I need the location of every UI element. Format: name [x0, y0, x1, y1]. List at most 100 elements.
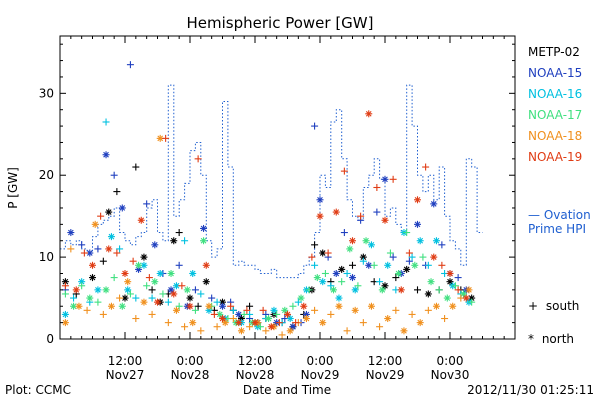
ovation-legend-line2: Prime HPI [528, 222, 586, 236]
point-noaa-18-34 [335, 302, 343, 310]
point-noaa-15-40 [389, 253, 397, 261]
x-tick-date: Nov30 [431, 368, 470, 382]
point-noaa-17-50 [468, 298, 476, 306]
point-noaa-16-9 [132, 294, 140, 302]
point-noaa-17-4 [94, 298, 102, 306]
point-noaa-18-11 [148, 310, 156, 318]
point-noaa-17-37 [362, 237, 370, 245]
point-noaa-18-17 [197, 327, 205, 335]
point-metp-02-33 [349, 261, 356, 269]
point-metp-02-15 [194, 302, 202, 310]
point-metp-02-39 [414, 286, 421, 294]
point-noaa-19-0 [61, 282, 69, 290]
point-noaa-18-43 [408, 310, 416, 318]
point-noaa-17-14 [175, 302, 183, 310]
point-noaa-19-42 [405, 249, 413, 257]
point-noaa-16-26 [270, 306, 278, 314]
point-noaa-17-48 [451, 282, 459, 290]
point-noaa-19-43 [414, 196, 421, 204]
point-noaa-17-12 [159, 290, 167, 298]
point-noaa-16-14 [172, 282, 180, 290]
point-noaa-17-27 [281, 306, 289, 314]
point-noaa-19-33 [332, 208, 340, 216]
point-noaa-18-22 [237, 327, 245, 335]
x-tick-time: 12:00 [108, 354, 143, 368]
y-axis: 0 10 20 30 [39, 43, 515, 346]
point-noaa-19-15 [186, 302, 194, 310]
point-noaa-15-16 [191, 286, 199, 294]
point-metp-02-3 [99, 257, 107, 265]
point-noaa-16-40 [384, 261, 392, 269]
point-noaa-18-7 [116, 294, 124, 302]
point-noaa-17-42 [403, 229, 411, 237]
legend-noaa-16: NOAA-16 [528, 87, 582, 101]
point-noaa-19-7 [121, 269, 129, 277]
point-noaa-18-0 [61, 319, 69, 327]
point-noaa-19-35 [349, 237, 356, 245]
point-noaa-18-40 [384, 315, 392, 323]
point-metp-02-4 [105, 208, 113, 216]
point-noaa-18-12 [156, 134, 164, 142]
point-noaa-17-38 [370, 261, 378, 269]
legend-north: * north [528, 332, 574, 346]
point-noaa-15-18 [208, 294, 216, 302]
point-noaa-18-32 [319, 319, 327, 327]
point-noaa-15-6 [110, 171, 118, 179]
x-tick-date: Nov29 [301, 368, 340, 382]
point-noaa-17-43 [411, 261, 419, 269]
point-noaa-18-1 [67, 245, 75, 253]
point-noaa-16-1 [70, 294, 78, 302]
north-symbol: * [528, 332, 534, 346]
point-noaa-15-14 [175, 261, 183, 269]
point-noaa-18-4 [91, 220, 99, 228]
point-noaa-19-49 [462, 294, 470, 302]
ovation-hpi-layer [60, 84, 483, 279]
point-noaa-16-0 [61, 310, 69, 318]
legend-noaa-19: NOAA-19 [528, 150, 582, 164]
point-noaa-16-13 [164, 298, 172, 306]
point-noaa-19-26 [275, 319, 283, 327]
point-noaa-19-8 [129, 257, 137, 265]
point-noaa-15-27 [289, 323, 297, 331]
point-noaa-18-14 [172, 306, 180, 314]
point-noaa-17-31 [313, 274, 321, 282]
point-noaa-16-39 [376, 278, 384, 286]
point-noaa-16-5 [102, 118, 110, 126]
point-noaa-15-4 [94, 245, 102, 253]
point-noaa-15-17 [200, 224, 208, 232]
x-tick-date: Nov28 [171, 368, 210, 382]
point-noaa-17-2 [78, 282, 86, 290]
point-noaa-17-0 [61, 290, 69, 298]
point-noaa-19-21 [235, 319, 243, 327]
point-noaa-18-35 [343, 327, 351, 335]
point-noaa-19-19 [219, 315, 226, 323]
point-noaa-16-29 [294, 298, 302, 306]
point-noaa-19-47 [446, 269, 454, 277]
point-noaa-19-17 [202, 261, 210, 269]
legend-metp-02: METP-02 [528, 45, 580, 59]
point-noaa-17-10 [143, 282, 151, 290]
point-noaa-19-6 [113, 249, 121, 257]
north-label: north [542, 332, 574, 346]
chart-title: Hemispheric Power [GW] [187, 14, 374, 32]
point-noaa-17-22 [240, 310, 248, 318]
point-metp-02-37 [392, 274, 400, 282]
point-noaa-16-17 [197, 290, 205, 298]
data-points-layer [61, 61, 476, 339]
point-noaa-17-5 [102, 286, 110, 294]
point-noaa-16-31 [311, 261, 319, 269]
point-metp-02-8 [140, 253, 148, 261]
point-noaa-16-38 [367, 241, 375, 249]
series-legend: METP-02 NOAA-15 NOAA-16 NOAA-17 NOAA-18 NOAA-… [528, 45, 582, 164]
point-noaa-15-35 [349, 274, 356, 282]
point-noaa-18-47 [441, 315, 449, 323]
point-noaa-18-44 [416, 319, 424, 327]
point-noaa-16-6 [107, 233, 115, 241]
point-noaa-17-36 [354, 282, 362, 290]
point-noaa-17-13 [167, 269, 175, 277]
point-noaa-19-24 [259, 306, 267, 314]
ovation-legend-line1: — Ovation [528, 208, 591, 222]
point-noaa-19-25 [267, 323, 275, 331]
point-metp-02-5 [113, 188, 121, 196]
